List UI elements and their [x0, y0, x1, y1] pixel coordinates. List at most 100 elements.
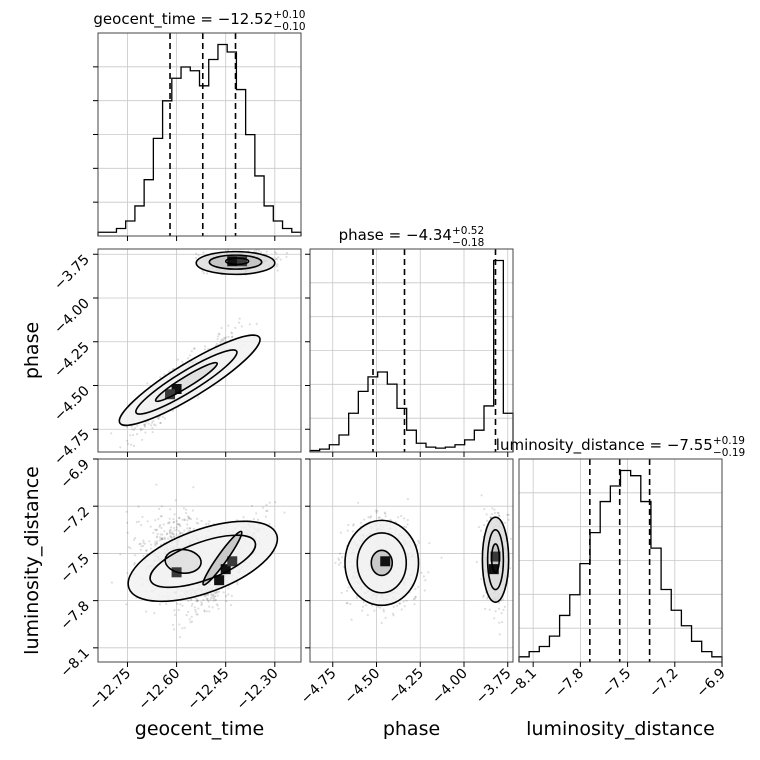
sample-point: [268, 523, 271, 526]
sample-point: [376, 509, 379, 512]
sample-point: [405, 526, 408, 529]
sample-point: [200, 604, 203, 607]
sample-point: [195, 252, 198, 255]
sample-point: [265, 250, 268, 253]
sample-point: [220, 246, 222, 248]
sample-point: [186, 515, 189, 518]
sample-point: [181, 532, 184, 535]
histogram-panel-luminosity_distance: luminosity_distance = −7.55+0.19 −0.19: [496, 435, 745, 663]
sample-point: [189, 517, 193, 521]
sample-point: [498, 515, 501, 518]
sample-point: [497, 607, 501, 611]
sample-point: [212, 593, 215, 596]
sample-point: [186, 527, 189, 530]
sample-point: [397, 516, 400, 519]
sample-point: [165, 602, 168, 606]
sample-point: [256, 518, 260, 521]
sample-point: [154, 519, 157, 522]
y-tick-label: −3.75: [51, 252, 93, 294]
sample-point: [168, 517, 171, 520]
sample-point: [384, 616, 387, 620]
sample-point: [175, 520, 178, 523]
sample-point: [170, 536, 173, 539]
sample-point: [238, 317, 241, 320]
sample-point: [127, 546, 130, 549]
sample-point: [382, 608, 385, 611]
sample-point: [398, 602, 401, 605]
sample-point: [500, 612, 503, 615]
sample-point: [140, 523, 143, 527]
contour-line: [154, 361, 219, 403]
sample-point: [155, 483, 158, 486]
sample-point: [265, 509, 268, 512]
sample-point: [187, 516, 190, 520]
sample-point: [176, 358, 179, 361]
sample-point: [252, 518, 255, 521]
sample-point: [207, 600, 210, 603]
sample-point: [192, 486, 195, 489]
sample-point: [207, 522, 210, 526]
sample-point: [231, 332, 234, 335]
sample-point: [212, 599, 215, 602]
sample-point: [214, 592, 218, 595]
sample-point: [273, 251, 276, 254]
panel-geocent_time-vs-luminosity_distance: [97, 458, 302, 663]
sample-point: [402, 600, 405, 603]
sample-point: [139, 548, 142, 551]
sample-point: [175, 533, 178, 536]
sample-point: [141, 438, 144, 441]
sample-point: [360, 521, 363, 525]
sample-point: [423, 589, 426, 592]
x-tick-label: −12.75: [86, 666, 134, 714]
sample-point: [403, 517, 406, 520]
sample-point: [188, 527, 191, 530]
sample-point: [361, 605, 365, 608]
sample-point: [490, 513, 494, 516]
sample-point: [373, 609, 376, 612]
sample-point: [369, 516, 372, 519]
sample-point: [392, 614, 395, 617]
sample-point: [155, 542, 158, 546]
sample-point: [196, 517, 199, 520]
sample-point: [173, 613, 177, 617]
x-tick-label: −4.25: [385, 666, 427, 708]
sample-point: [135, 521, 138, 524]
sample-point: [197, 607, 200, 610]
sample-point: [182, 507, 185, 510]
contour-line: [195, 250, 276, 276]
sample-point: [153, 423, 156, 426]
sample-point: [160, 538, 163, 541]
sample-point: [279, 258, 282, 261]
contour-line: [224, 257, 250, 266]
sample-point: [414, 596, 417, 599]
sample-point: [341, 556, 344, 559]
sample-point: [440, 556, 443, 559]
sample-point: [156, 416, 159, 419]
sample-point: [200, 602, 204, 605]
sample-point: [194, 610, 197, 613]
sample-point: [211, 597, 214, 600]
x-tick-label: −7.5: [599, 666, 634, 701]
gridlines: [98, 33, 301, 236]
sample-point: [361, 609, 364, 612]
sample-point: [262, 506, 265, 509]
sample-point: [237, 321, 241, 324]
sample-point: [406, 498, 409, 501]
sample-point: [396, 604, 399, 607]
sample-point: [166, 532, 169, 535]
sample-point: [157, 517, 160, 521]
sample-point: [200, 519, 203, 523]
sample-point: [183, 519, 186, 522]
sample-point: [214, 598, 218, 601]
sample-point: [155, 536, 158, 539]
density-peak: [237, 256, 248, 267]
sample-point: [225, 336, 228, 339]
contour-line: [149, 534, 257, 589]
sample-point: [202, 272, 205, 275]
density-peak: [227, 556, 238, 567]
sample-point: [392, 605, 395, 608]
sample-point: [208, 605, 211, 608]
sample-point: [496, 511, 499, 514]
